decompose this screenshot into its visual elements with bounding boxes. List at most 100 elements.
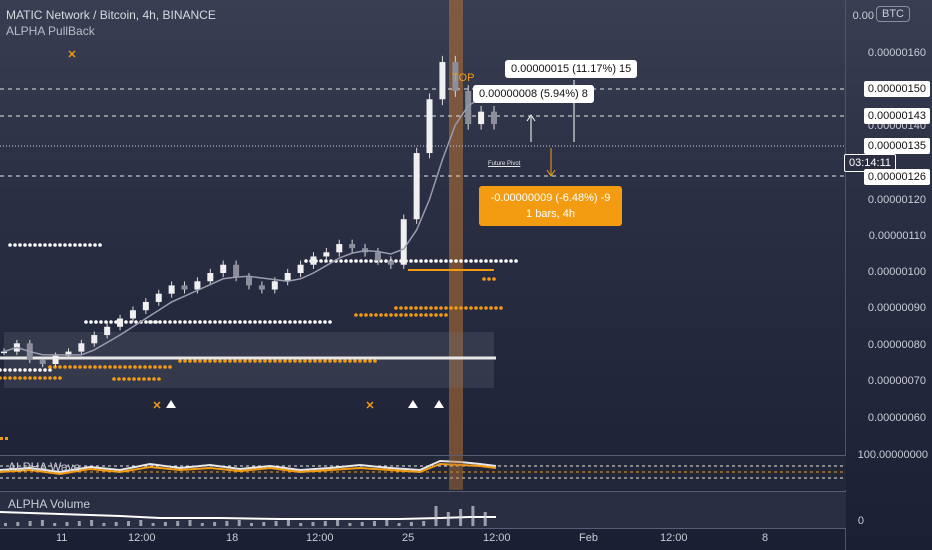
pullback-dot (394, 313, 398, 317)
pullback-dot (304, 259, 308, 263)
pullback-dot (103, 365, 107, 369)
pullback-dot (99, 320, 103, 324)
pullback-dot (98, 243, 102, 247)
pullback-dot (504, 259, 508, 263)
pullback-dot (293, 359, 297, 363)
pullback-dot (258, 359, 262, 363)
pullback-dot (303, 359, 307, 363)
pullback-dot (63, 243, 67, 247)
candle-body (117, 318, 124, 327)
candle-body (426, 99, 433, 154)
pullback-dot (439, 313, 443, 317)
wave-line-white (0, 459, 497, 474)
pullback-dot (218, 359, 222, 363)
pullback-dot (129, 320, 133, 324)
volume-bar (299, 523, 303, 526)
pullback-dot (0, 376, 2, 380)
volume-bar (483, 512, 487, 526)
pullback-dot (414, 259, 418, 263)
wave-scale-label: 100.00000000 (857, 449, 928, 461)
pullback-dot (469, 306, 473, 310)
pullback-dot (394, 306, 398, 310)
pullback-dot (144, 320, 148, 324)
pullback-dot (464, 259, 468, 263)
pullback-dot (409, 306, 413, 310)
pullback-dot (333, 359, 337, 363)
volume-bar (102, 523, 106, 526)
candle-body (233, 264, 240, 278)
wave-pane[interactable] (0, 456, 846, 490)
volume-bar (471, 506, 475, 526)
pane-divider[interactable] (0, 491, 846, 492)
volume-bar (16, 522, 20, 526)
indicator-label[interactable]: ALPHA PullBack (6, 24, 95, 38)
candle-body (181, 285, 188, 290)
candle-body (168, 285, 175, 294)
volume-bar (176, 521, 180, 526)
pullback-dot (499, 259, 503, 263)
wave-pane-label[interactable]: ALPHA Wave (8, 460, 81, 474)
pullback-dot (303, 320, 307, 324)
highlight-column (449, 0, 463, 455)
pullback-dot (479, 259, 483, 263)
pullback-dot (178, 359, 182, 363)
top-label: TOP (452, 72, 475, 84)
pullback-dot (434, 306, 438, 310)
volume-pane-label[interactable]: ALPHA Volume (8, 497, 91, 511)
pullback-dot (328, 320, 332, 324)
pullback-dot (308, 359, 312, 363)
pullback-dot (308, 320, 312, 324)
candle-body (207, 273, 214, 282)
pane-divider[interactable] (0, 455, 846, 456)
price-box-143: 0.00000143 (863, 108, 930, 124)
pullback-dot (157, 377, 161, 381)
volume-bar (409, 522, 413, 526)
pullback-dot (78, 365, 82, 369)
pullback-dot (444, 313, 448, 317)
pullback-dot (399, 313, 403, 317)
candle-body (78, 343, 85, 352)
pullback-dot (18, 368, 22, 372)
pullback-dot (419, 306, 423, 310)
pullback-dot (484, 306, 488, 310)
pullback-dot (409, 313, 413, 317)
pullback-dot (183, 320, 187, 324)
volume-bar (65, 522, 69, 526)
price-chart[interactable] (0, 0, 846, 455)
price-scale[interactable] (845, 0, 932, 550)
pullback-dot (43, 243, 47, 247)
pullback-dot (278, 359, 282, 363)
candle-body (155, 293, 162, 302)
pullback-dot (248, 320, 252, 324)
pullback-dot (319, 259, 323, 263)
pullback-dot (359, 259, 363, 263)
pullback-dot (158, 320, 162, 324)
price-label: 0.00000110 (868, 230, 926, 242)
pullback-dot (459, 259, 463, 263)
candle-body (246, 277, 252, 286)
candle-body (439, 62, 446, 100)
pullback-dot (369, 259, 373, 263)
pullback-dot (278, 320, 282, 324)
price-label-top: 0.00 (852, 10, 874, 22)
pullback-dot (208, 359, 212, 363)
pullback-dot (263, 359, 267, 363)
pullback-dot (113, 365, 117, 369)
pullback-dot (363, 359, 367, 363)
pullback-dot (38, 243, 42, 247)
candle-body (220, 264, 227, 273)
currency-button[interactable]: BTC (876, 6, 910, 22)
measure-tooltip-large: 0.00000015 (11.17%) 15 (505, 60, 638, 78)
pullback-dot (163, 320, 167, 324)
pullback-dot (33, 243, 37, 247)
pullback-dot (28, 376, 32, 380)
pullback-dot (373, 359, 377, 363)
candle-body (52, 355, 59, 364)
up-arrow-small-head (526, 114, 536, 122)
volume-pane[interactable] (0, 492, 846, 528)
pullback-dot (43, 376, 47, 380)
pullback-dot (58, 243, 62, 247)
pullback-dot (404, 313, 408, 317)
pullback-dot (93, 243, 97, 247)
pullback-dot (203, 359, 207, 363)
